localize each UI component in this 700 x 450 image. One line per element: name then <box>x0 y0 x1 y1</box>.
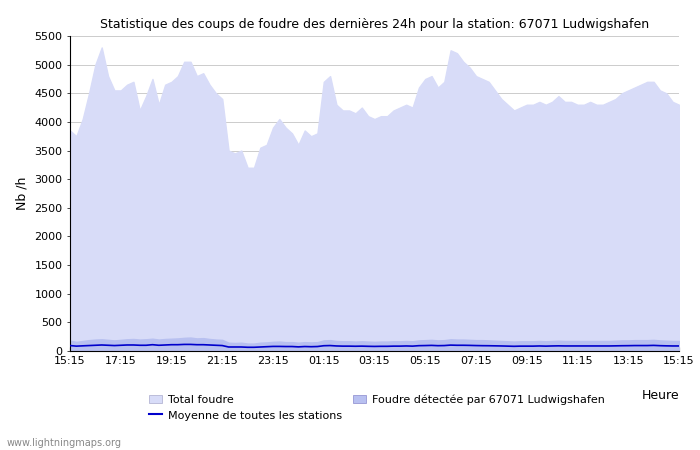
Y-axis label: Nb /h: Nb /h <box>15 177 29 210</box>
Text: www.lightningmaps.org: www.lightningmaps.org <box>7 438 122 448</box>
Text: Heure: Heure <box>641 389 679 402</box>
Legend: Total foudre, Moyenne de toutes les stations, Foudre détectée par 67071 Ludwigsh: Total foudre, Moyenne de toutes les stat… <box>148 394 605 420</box>
Title: Statistique des coups de foudre des dernières 24h pour la station: 67071 Ludwigs: Statistique des coups de foudre des dern… <box>100 18 649 31</box>
